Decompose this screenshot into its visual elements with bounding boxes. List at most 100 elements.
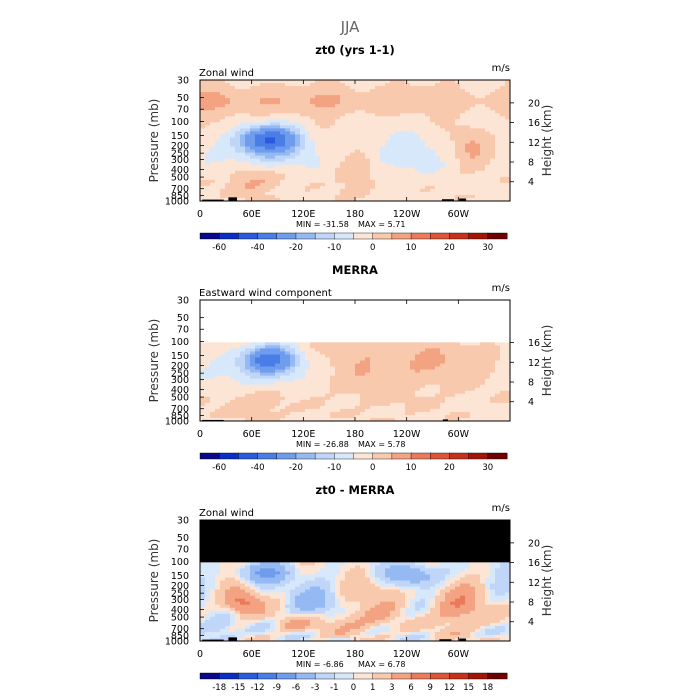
field-cell <box>450 399 456 404</box>
field-cell <box>210 185 216 190</box>
field-cell <box>355 306 361 310</box>
field-cell <box>295 333 301 337</box>
field-cell <box>210 122 216 126</box>
field-cell <box>495 405 501 410</box>
field-cell <box>340 128 346 132</box>
field-cell <box>200 339 206 343</box>
field-cell <box>485 119 491 123</box>
field-cell <box>415 152 421 157</box>
field-cell <box>300 92 306 96</box>
field-cell <box>460 348 466 352</box>
field-cell <box>320 128 326 132</box>
field-cell <box>280 300 286 304</box>
field-cell <box>330 321 336 325</box>
field-cell <box>225 366 231 370</box>
field-cell <box>275 399 281 404</box>
field-cell <box>405 131 411 135</box>
field-cell <box>410 345 416 349</box>
field-cell <box>320 375 326 380</box>
field-cell <box>470 390 476 395</box>
field-cell <box>345 128 351 132</box>
field-cell <box>290 348 296 352</box>
field-cell <box>240 396 246 401</box>
field-cell <box>390 80 396 84</box>
field-cell <box>440 375 446 380</box>
field-cell <box>455 149 461 153</box>
field-cell <box>445 92 451 96</box>
field-cell <box>280 327 286 331</box>
field-cell <box>395 107 401 111</box>
field-cell <box>225 104 231 108</box>
field-cell <box>280 369 286 373</box>
field-cell <box>285 176 291 181</box>
field-cell <box>310 185 316 190</box>
field-cell <box>350 312 356 316</box>
field-cell <box>490 351 496 355</box>
field-cell <box>310 384 316 389</box>
field-cell <box>320 176 326 181</box>
field-cell <box>365 414 371 419</box>
field-cell <box>325 324 331 328</box>
field-cell <box>375 384 381 389</box>
field-cell <box>410 185 416 190</box>
field-cell <box>375 152 381 157</box>
field-cell <box>445 188 451 193</box>
field-cell <box>310 146 316 150</box>
field-cell <box>315 372 321 377</box>
field-cell <box>245 143 251 147</box>
field-cell <box>490 194 496 199</box>
field-cell <box>415 104 421 108</box>
field-cell <box>335 321 341 325</box>
field-cell <box>230 357 236 361</box>
field-cell <box>490 333 496 337</box>
field-cell <box>220 408 226 413</box>
field-cell <box>395 411 401 416</box>
field-cell <box>430 197 436 202</box>
field-cell <box>455 381 461 386</box>
field-cell <box>435 167 441 172</box>
field-cell <box>395 378 401 383</box>
field-cell <box>265 363 271 367</box>
field-cell <box>470 176 476 181</box>
field-cell <box>340 342 346 346</box>
field-cell <box>275 104 281 108</box>
field-cell <box>425 149 431 153</box>
field-cell <box>330 369 336 373</box>
field-cell <box>325 98 331 102</box>
field-cell <box>310 122 316 126</box>
field-cell <box>235 149 241 153</box>
field-cell <box>255 176 261 181</box>
field-cell <box>375 324 381 328</box>
field-cell <box>290 324 296 328</box>
field-cell <box>490 107 496 111</box>
field-cell <box>300 306 306 310</box>
field-cell <box>345 375 351 380</box>
field-cell <box>230 188 236 193</box>
field-cell <box>395 143 401 147</box>
field-cell <box>455 164 461 169</box>
field-cell <box>360 182 366 187</box>
field-cell <box>205 387 211 392</box>
field-cell <box>295 360 301 364</box>
field-cell <box>345 303 351 307</box>
field-cell <box>390 176 396 181</box>
field-cell <box>440 185 446 190</box>
field-cell <box>230 101 236 105</box>
field-cell <box>370 164 376 169</box>
field-cell <box>310 182 316 187</box>
field-cell <box>360 378 366 383</box>
field-cell <box>220 101 226 105</box>
field-cell <box>435 339 441 343</box>
field-cell <box>475 170 481 175</box>
field-cell <box>405 369 411 373</box>
field-cell <box>475 116 481 120</box>
field-cell <box>280 107 286 111</box>
field-cell <box>280 354 286 358</box>
field-cell <box>200 92 206 96</box>
field-cell <box>475 80 481 84</box>
field-cell <box>455 351 461 355</box>
field-cell <box>465 167 471 172</box>
field-cell <box>345 360 351 364</box>
field-cell <box>215 384 221 389</box>
